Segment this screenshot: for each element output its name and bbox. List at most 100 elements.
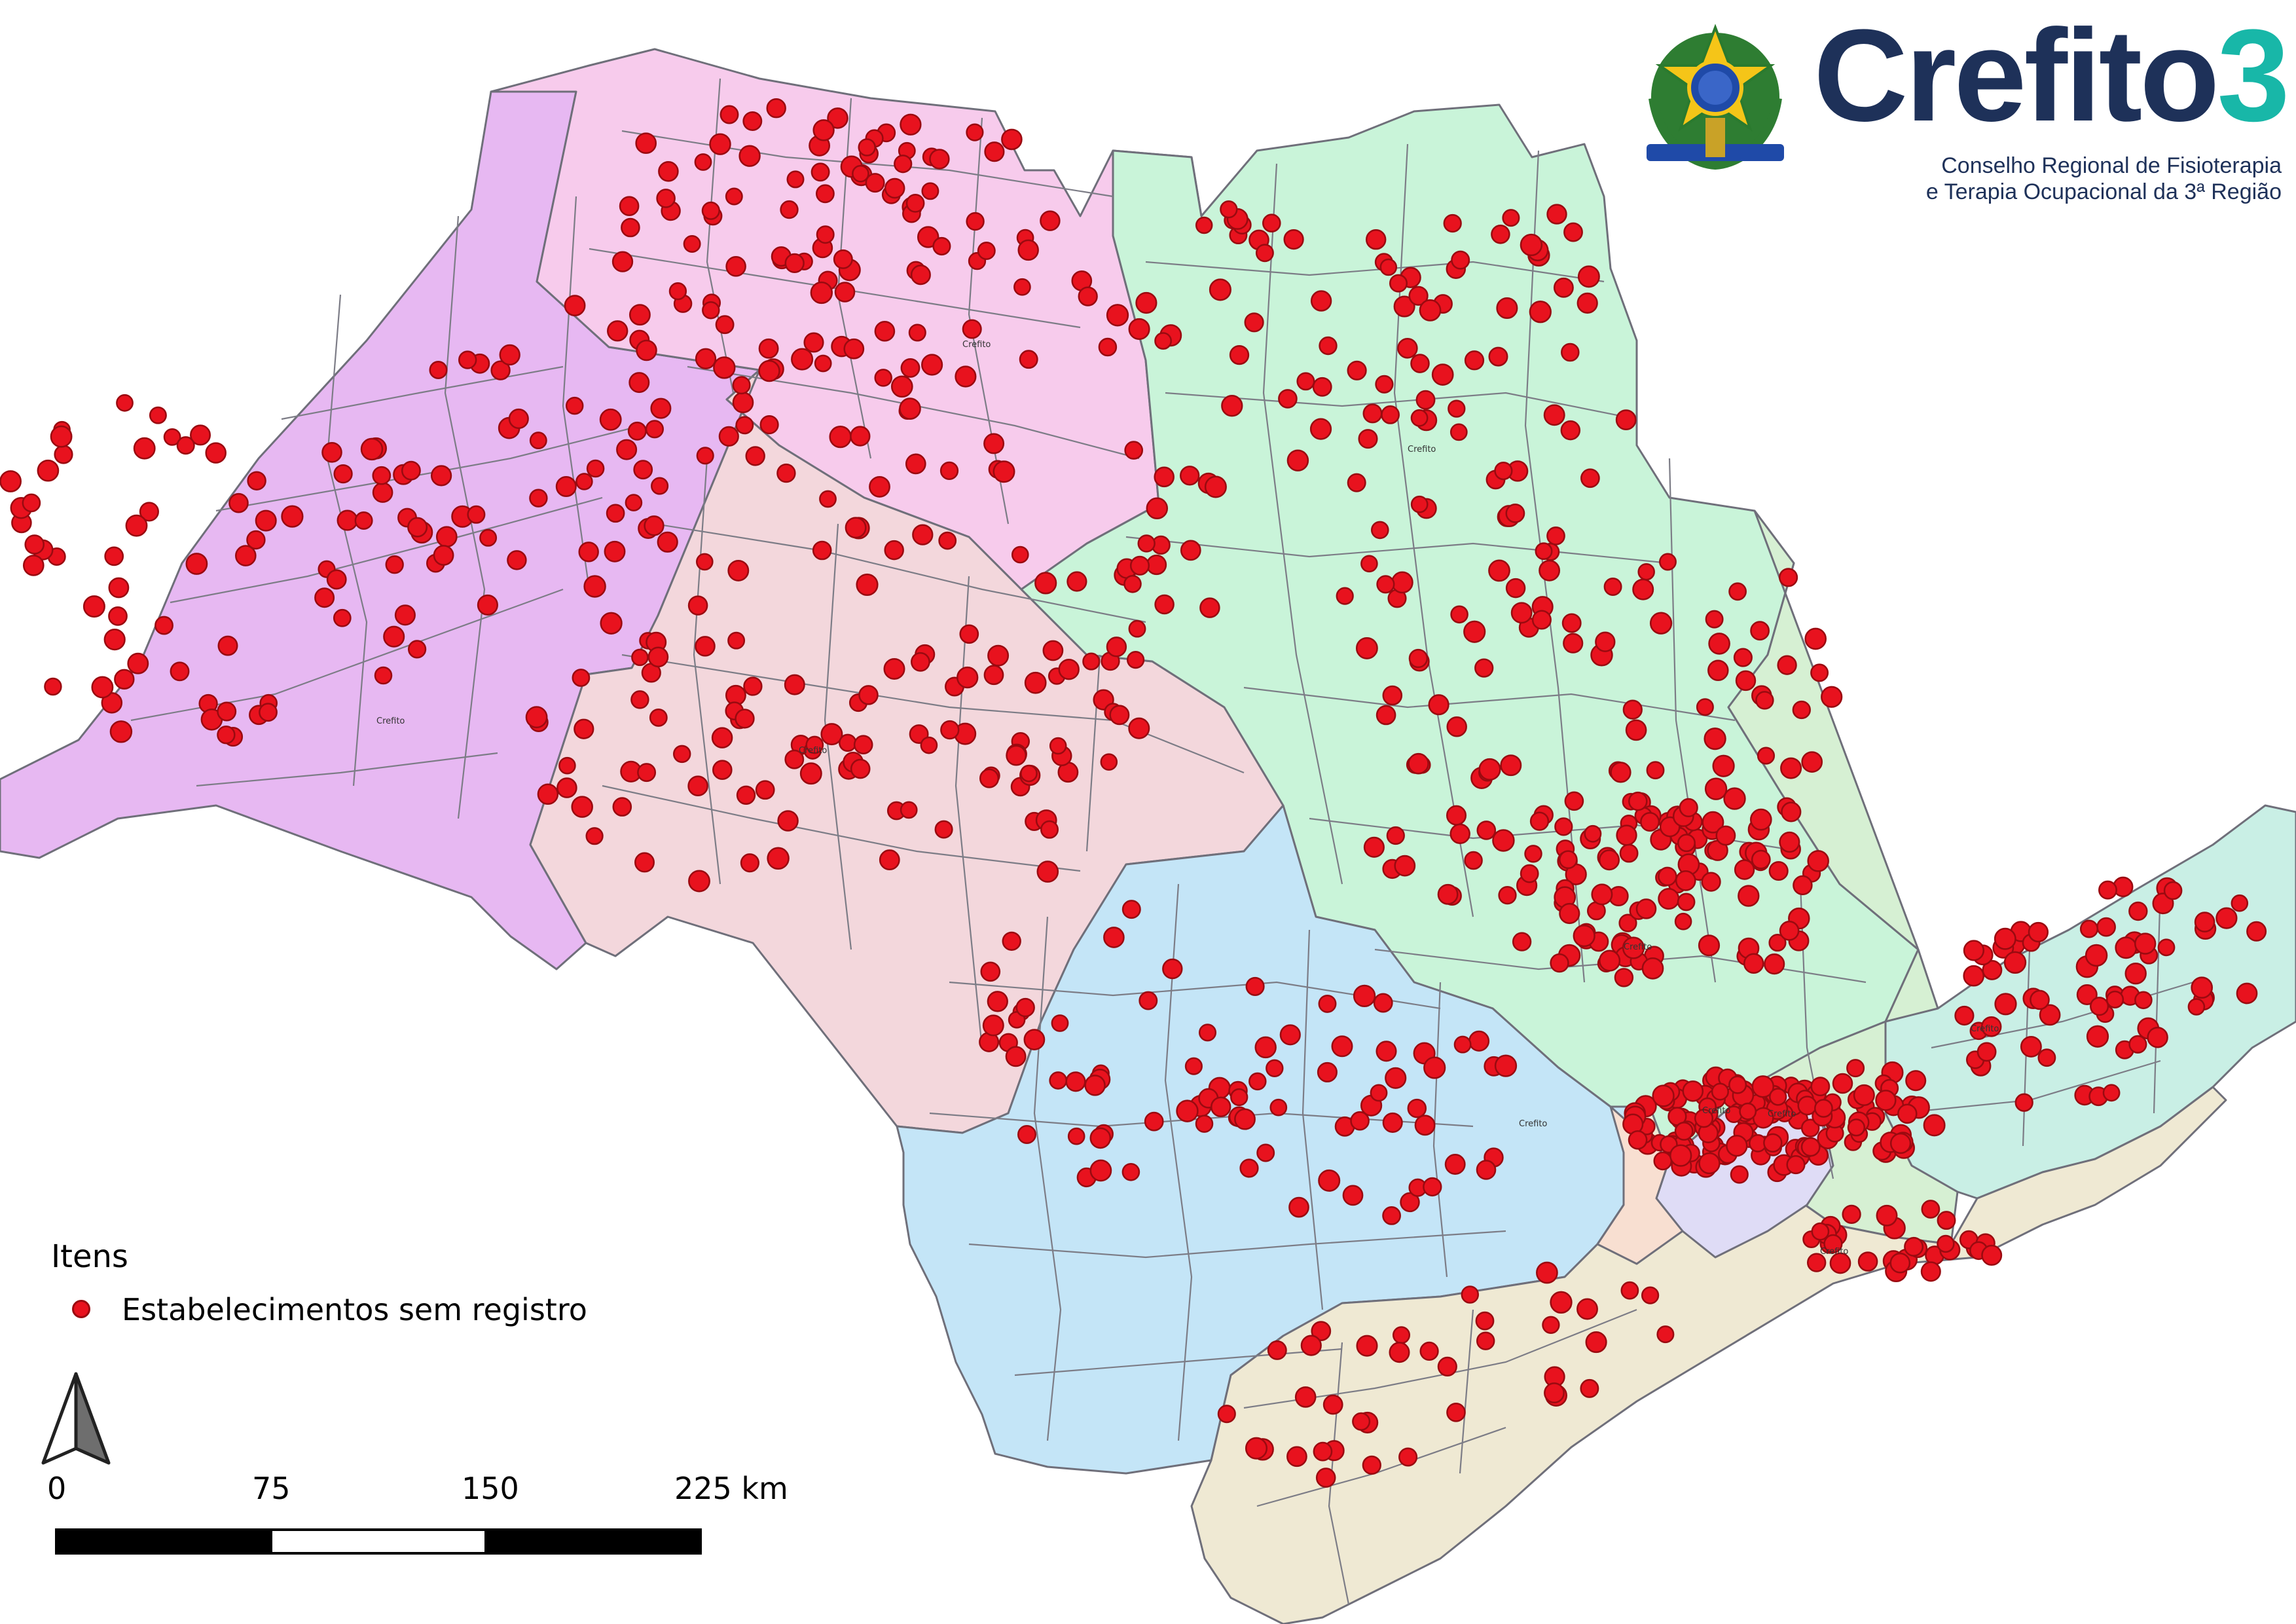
establishment-point	[911, 652, 930, 672]
establishment-point	[1342, 1185, 1364, 1206]
establishment-point	[1981, 1244, 2003, 1266]
establishment-point	[2085, 944, 2108, 967]
establishment-point	[1954, 1005, 1975, 1026]
establishment-point	[883, 657, 905, 680]
establishment-point	[834, 282, 856, 303]
establishment-point	[1821, 686, 1843, 708]
establishment-point	[259, 703, 278, 722]
establishment-point	[1994, 927, 2016, 950]
establishment-point	[1210, 1096, 1231, 1118]
establishment-point	[1419, 1341, 1439, 1361]
establishment-point	[633, 460, 653, 480]
establishment-point	[683, 235, 701, 253]
establishment-point	[1810, 663, 1829, 682]
establishment-point	[1529, 811, 1550, 831]
establishment-point	[2191, 976, 2214, 999]
establishment-point	[1764, 953, 1785, 975]
establishment-point	[1502, 209, 1520, 227]
establishment-point	[815, 184, 835, 204]
establishment-point	[1478, 758, 1501, 781]
establishment-point	[1355, 637, 1378, 659]
establishment-point	[281, 505, 304, 528]
establishment-point	[759, 415, 779, 435]
establishment-point	[1379, 258, 1398, 276]
legend-title: Itens	[51, 1238, 128, 1275]
establishment-point	[874, 321, 896, 342]
establishment-point	[1248, 1072, 1267, 1091]
establishment-point	[799, 762, 822, 785]
establishment-point	[1400, 1192, 1420, 1213]
office-label: Crefito	[799, 746, 827, 756]
establishment-point	[651, 477, 669, 495]
establishment-point	[1779, 568, 1798, 587]
establishment-point	[1889, 1132, 1912, 1154]
establishment-point	[1937, 1211, 1956, 1230]
establishment-point	[407, 517, 428, 538]
establishment-point	[858, 138, 876, 157]
establishment-point	[507, 550, 527, 570]
establishment-point	[50, 425, 73, 448]
establishment-point	[1448, 399, 1466, 418]
establishment-point	[1006, 745, 1027, 766]
establishment-point	[1921, 1200, 1941, 1219]
establishment-point	[1797, 1096, 1817, 1116]
establishment-point	[1312, 377, 1332, 397]
establishment-point	[725, 187, 743, 206]
establishment-point	[1254, 1036, 1277, 1059]
establishment-point	[934, 820, 953, 839]
establishment-point	[1020, 764, 1038, 783]
establishment-point	[1066, 571, 1087, 592]
establishment-point	[1135, 291, 1157, 314]
establishment-point	[1524, 845, 1542, 863]
establishment-point	[1464, 851, 1483, 870]
establishment-point	[1810, 1077, 1831, 1097]
establishment-point	[537, 783, 559, 805]
establishment-point	[1262, 213, 1281, 233]
establishment-point	[611, 251, 634, 272]
establishment-point	[1994, 993, 2017, 1016]
establishment-point	[1049, 737, 1067, 755]
establishment-point	[1137, 534, 1156, 553]
establishment-point	[910, 265, 931, 286]
establishment-point	[1283, 229, 1304, 250]
establishment-point	[1847, 1118, 1866, 1137]
establishment-point	[850, 426, 871, 447]
establishment-point	[1711, 1082, 1729, 1101]
establishment-point	[1034, 572, 1057, 595]
establishment-point	[784, 749, 805, 769]
establishment-point	[1002, 931, 1021, 951]
establishment-point	[879, 849, 900, 871]
establishment-point	[1641, 957, 1664, 980]
establishment-point	[1279, 1024, 1301, 1046]
establishment-point	[458, 350, 477, 369]
establishment-point	[1637, 563, 1655, 581]
establishment-point	[805, 735, 824, 754]
establishment-point	[1382, 1112, 1403, 1133]
establishment-point	[1628, 1130, 1648, 1150]
establishment-point	[1488, 559, 1510, 582]
establishment-point	[1360, 555, 1378, 573]
establishment-point	[982, 1014, 1004, 1037]
establishment-point	[1451, 250, 1470, 270]
establishment-point	[564, 295, 586, 316]
establishment-point	[820, 723, 843, 746]
establishment-point	[574, 718, 594, 739]
establishment-point	[1220, 200, 1238, 219]
establishment-point	[1446, 1402, 1466, 1422]
establishment-point	[1580, 1378, 1599, 1398]
establishment-point	[1139, 991, 1158, 1010]
establishment-point	[1733, 648, 1753, 667]
establishment-point	[1386, 826, 1405, 845]
establishment-point	[1800, 1118, 1820, 1137]
office-label: Crefito	[1820, 1247, 1848, 1257]
establishment-point	[637, 763, 657, 783]
brand-subtitle-line2: e Terapia Ocupacional da 3ª Região	[1925, 179, 2282, 204]
establishment-point	[1084, 1075, 1106, 1096]
establishment-point	[1389, 274, 1408, 293]
establishment-point	[1423, 1177, 1442, 1197]
establishment-point	[1067, 1127, 1085, 1145]
establishment-point	[556, 777, 577, 798]
establishment-point	[850, 758, 871, 779]
establishment-point	[1704, 777, 1728, 800]
establishment-point	[959, 624, 979, 644]
